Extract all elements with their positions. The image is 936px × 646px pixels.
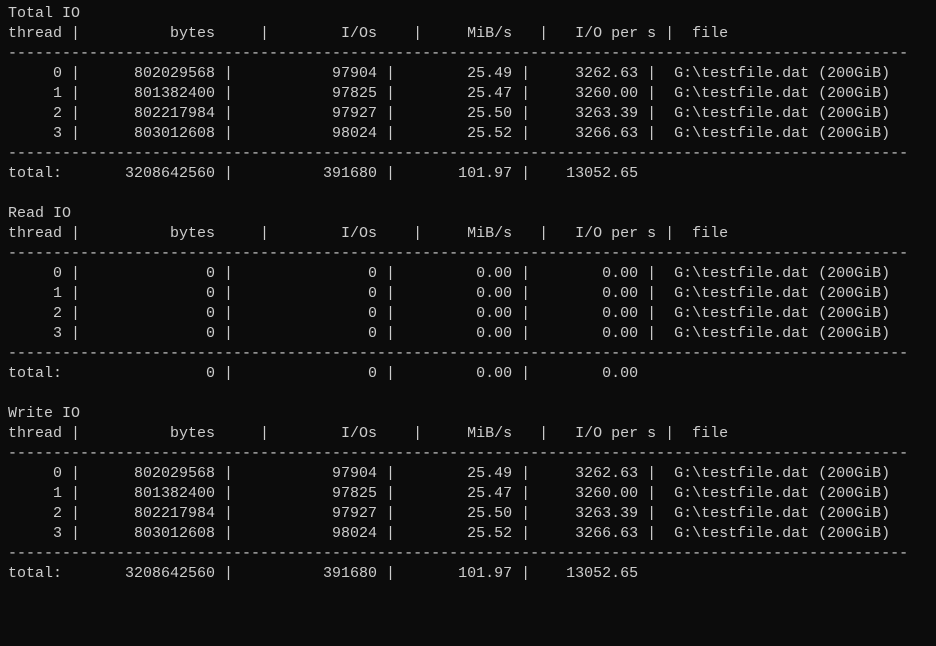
terminal-output: Total IO thread | bytes | I/Os | MiB/s |… [0,0,936,588]
